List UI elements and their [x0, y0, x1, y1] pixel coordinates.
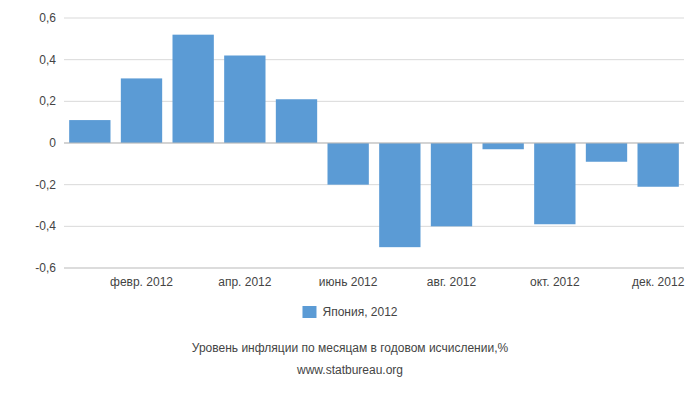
bar — [379, 143, 420, 247]
bars — [69, 35, 679, 247]
legend-label: Япония, 2012 — [322, 305, 397, 319]
y-tick-label: 0,6 — [39, 11, 56, 25]
x-tick-label: авг. 2012 — [427, 275, 477, 289]
grid-line — [64, 268, 684, 269]
grid-line — [64, 184, 684, 185]
x-tick-label: июнь 2012 — [319, 275, 378, 289]
bar — [431, 143, 472, 226]
y-tick-label: 0,2 — [39, 94, 56, 108]
chart-container: -0,6 -0,4 -0,2 0 0,2 0,4 0,6 февр. 2012 апр. 201… — [0, 0, 700, 400]
bar — [224, 56, 265, 144]
grid — [64, 18, 684, 268]
bar — [638, 143, 679, 187]
x-tick-label: апр. 2012 — [218, 275, 272, 289]
legend-swatch — [302, 306, 316, 318]
y-axis: -0,6 -0,4 -0,2 0 0,2 0,4 0,6 — [35, 11, 56, 275]
y-tick-label: -0,6 — [35, 261, 56, 275]
bar — [534, 143, 575, 224]
grid-line — [64, 59, 684, 60]
footer-note: Уровень инфляции по месяцам в годовом ис… — [192, 341, 509, 355]
y-tick-label: -0,4 — [35, 219, 56, 233]
bar — [483, 143, 524, 149]
bar — [276, 99, 317, 143]
grid-line — [64, 18, 684, 19]
x-axis: февр. 2012 апр. 2012 июнь 2012 авг. 2012 окт… — [110, 275, 685, 289]
y-tick-label: 0,4 — [39, 53, 56, 67]
grid-line — [64, 143, 684, 144]
x-axis-line — [64, 268, 684, 269]
bar — [173, 35, 214, 143]
y-tick-label: -0,2 — [35, 178, 56, 192]
bar — [121, 78, 162, 143]
bar — [69, 120, 110, 143]
x-tick-label: дек. 2012 — [632, 275, 685, 289]
x-tick-label: окт. 2012 — [530, 275, 580, 289]
legend-item: Япония, 2012 — [302, 305, 397, 319]
x-tick-label: февр. 2012 — [110, 275, 173, 289]
chart: -0,6 -0,4 -0,2 0 0,2 0,4 0,6 февр. 2012 апр. 201… — [0, 0, 700, 400]
bar — [586, 143, 627, 162]
bar — [328, 143, 369, 185]
y-tick-label: 0 — [49, 136, 56, 150]
footer-note: www.statbureau.org — [296, 363, 403, 377]
zero-line — [64, 143, 684, 144]
legend: Япония, 2012 — [302, 305, 397, 319]
annotations: Уровень инфляции по месяцам в годовом ис… — [192, 341, 509, 377]
grid-line — [64, 226, 684, 227]
